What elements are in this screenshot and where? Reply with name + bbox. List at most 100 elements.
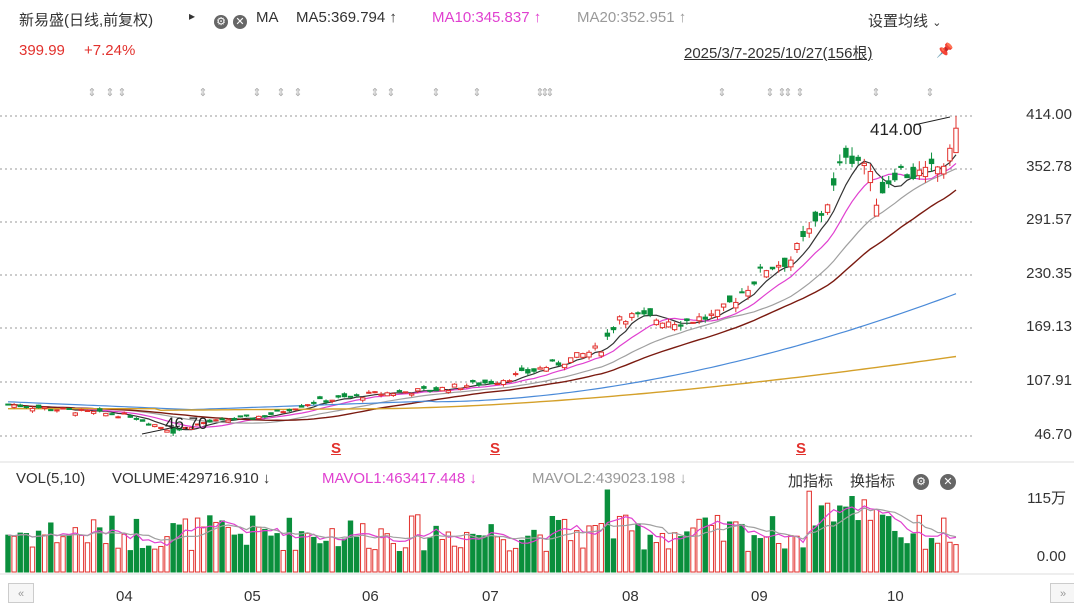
volume-bar: [194, 517, 201, 573]
candle-body: [109, 413, 115, 416]
pin-icon[interactable]: 📌: [936, 42, 954, 58]
price-grid: [0, 115, 1074, 575]
volume-bar: [188, 549, 195, 573]
candle-body: [616, 316, 623, 321]
signal-s-3[interactable]: S: [796, 440, 807, 457]
volume-bar: [176, 524, 182, 573]
candle-body: [892, 172, 898, 181]
candle-body: [298, 405, 305, 408]
volume-bar: [610, 538, 617, 573]
volume-bar: [231, 534, 237, 573]
candle-body: [733, 301, 739, 309]
volume-bar: [84, 542, 91, 573]
volume-bar: [402, 547, 409, 573]
switch-indicator-button[interactable]: 换指标: [850, 473, 896, 490]
event-marker: ⇕: [87, 86, 96, 99]
volume-bar: [567, 540, 574, 573]
candle-body: [323, 400, 329, 403]
volume-bar: [408, 515, 415, 573]
gear-icon[interactable]: ⚙: [913, 472, 929, 490]
candle-body: [751, 281, 757, 285]
candle-body: [280, 411, 286, 414]
volume-bar: [378, 528, 384, 573]
candle-body: [580, 353, 586, 358]
volume-bar: [225, 526, 231, 573]
volume-bar: [665, 548, 672, 573]
candle-body: [806, 228, 812, 234]
event-marker: ⇕: [472, 86, 481, 99]
ma60-line: [7, 293, 957, 411]
candle-body: [947, 147, 953, 162]
candle-body: [176, 428, 182, 431]
volume-bar: [500, 539, 507, 573]
volume-bar: [561, 518, 568, 573]
event-marker: ⇕: [198, 86, 207, 99]
close-icon[interactable]: ✕: [233, 12, 247, 30]
scroll-left-button[interactable]: «: [8, 583, 34, 603]
volume-bar: [794, 535, 800, 573]
candle-body: [488, 380, 494, 385]
price-tick-352: 352.78: [1026, 158, 1072, 175]
mavol2-line: [7, 507, 957, 541]
candle-body: [586, 351, 592, 358]
volume-bar: [708, 524, 715, 573]
candle-body: [457, 387, 464, 391]
candle-body: [433, 387, 439, 392]
candle-body: [684, 318, 690, 322]
volume-bar: [17, 532, 23, 573]
signal-s-1[interactable]: S: [331, 440, 342, 457]
candle-body: [427, 389, 433, 392]
candle-body: [470, 380, 476, 383]
volume-bar: [574, 530, 580, 573]
candle-body: [262, 415, 268, 418]
candle-body: [898, 165, 904, 168]
volume-bar: [158, 545, 164, 573]
gear-icon[interactable]: ⚙: [214, 12, 228, 30]
candle-body: [720, 303, 727, 308]
candle-body: [274, 409, 280, 412]
close-icon[interactable]: ✕: [940, 472, 956, 490]
set-ma-button[interactable]: 设置均线 ⌄: [868, 10, 941, 31]
candle-body: [194, 423, 201, 426]
volume-bar: [635, 523, 641, 573]
candle-body: [335, 395, 341, 398]
volume-bar: [641, 549, 647, 573]
volume-bar: [898, 537, 904, 573]
play-icon[interactable]: ▸: [189, 9, 196, 23]
candle-body: [598, 351, 604, 357]
event-marker: ⇕: [783, 86, 792, 99]
candle-body: [476, 382, 482, 386]
volume-bar: [476, 535, 482, 573]
candle-body: [11, 404, 17, 408]
volume-bar: [702, 517, 708, 573]
candle-body: [84, 410, 91, 413]
candle-body: [812, 211, 819, 222]
date-range[interactable]: 2025/3/7-2025/10/27(156根): [684, 45, 873, 62]
price-tick-46: 46.70: [1034, 426, 1072, 443]
candle-body: [97, 408, 103, 412]
scroll-right-button[interactable]: »: [1050, 583, 1074, 603]
candle-body: [353, 394, 360, 397]
candle-body: [268, 412, 274, 415]
volume-bar: [439, 538, 445, 573]
candle-body: [60, 407, 66, 410]
candle-body: [708, 313, 715, 316]
candle-body: [23, 406, 30, 409]
volume-bar: [953, 544, 959, 573]
candle-body: [366, 391, 372, 394]
ma-label: MA: [256, 9, 279, 26]
volume-bar: [268, 535, 274, 573]
volume-bar: [54, 542, 60, 573]
volume-bar: [90, 519, 97, 573]
stock-title: 新易盛(日线,前复权): [19, 9, 153, 30]
candle-body: [555, 362, 562, 366]
volume-bar: [48, 522, 54, 573]
signal-s-2[interactable]: S: [490, 440, 501, 457]
volume-bar: [66, 534, 72, 573]
candle-body: [849, 155, 855, 164]
candle-body: [78, 408, 85, 411]
volume-bar: [60, 536, 66, 573]
candle-body: [17, 404, 23, 408]
annotations: [141, 116, 951, 435]
add-indicator-button[interactable]: 加指标: [788, 473, 834, 490]
